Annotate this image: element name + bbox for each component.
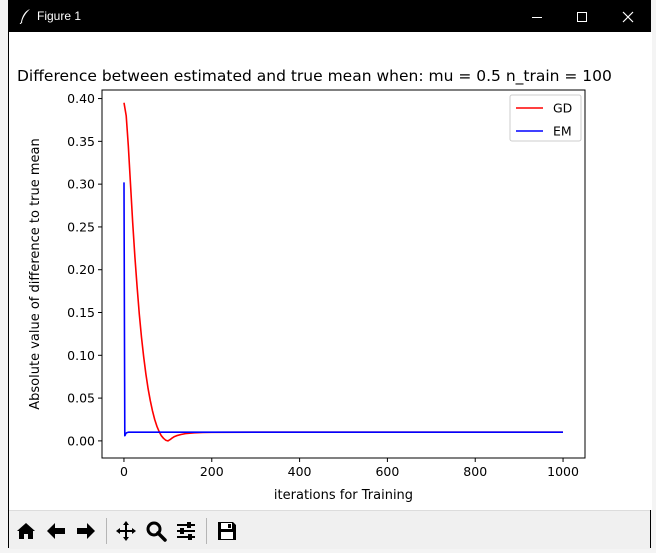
feather-icon — [19, 9, 30, 24]
x-axis-label: iterations for Training — [274, 488, 413, 503]
x-tick-label: 200 — [200, 464, 224, 479]
save-button[interactable] — [213, 517, 241, 545]
pan-button[interactable] — [112, 517, 140, 545]
pan-icon — [116, 521, 136, 541]
x-tick-label: 0 — [120, 464, 128, 479]
y-tick-label: 0.10 — [67, 348, 95, 363]
navigation-toolbar — [9, 510, 650, 549]
back-icon — [47, 523, 65, 539]
back-button[interactable] — [42, 517, 70, 545]
series-line-gd — [123, 102, 563, 442]
minimize-button[interactable] — [514, 1, 560, 32]
close-button[interactable] — [605, 1, 651, 32]
y-tick-label: 0.35 — [67, 134, 95, 149]
x-tick-label: 400 — [288, 464, 312, 479]
legend-box — [509, 94, 582, 142]
legend-label-em: EM — [553, 124, 572, 139]
x-tick-label: 600 — [375, 464, 399, 479]
x-tick-label: 800 — [463, 464, 487, 479]
home-button[interactable] — [12, 517, 40, 545]
forward-icon — [77, 523, 95, 539]
y-tick-label: 0.00 — [67, 433, 95, 448]
zoom-icon — [146, 521, 167, 542]
y-axis-label: Absolute value of difference to true mea… — [28, 138, 43, 410]
figure-canvas[interactable]: Difference between estimated and true me… — [9, 32, 652, 510]
close-icon — [622, 11, 634, 22]
zoom-button[interactable] — [142, 517, 170, 545]
title-bar[interactable]: Figure 1 — [9, 1, 650, 32]
plot-frame — [101, 89, 586, 459]
series-line-em — [123, 182, 563, 437]
y-tick-label: 0.40 — [67, 91, 95, 106]
y-tick-label: 0.15 — [67, 305, 95, 320]
y-tick-label: 0.05 — [67, 391, 95, 406]
window-title: Figure 1 — [37, 9, 82, 23]
chart-title: Difference between estimated and true me… — [17, 67, 612, 86]
figure-window: Figure 1 Difference between estimated an… — [8, 0, 652, 549]
minimize-icon — [532, 16, 542, 18]
toolbar-separator — [106, 518, 107, 544]
configure-subplots-button[interactable] — [172, 517, 200, 545]
maximize-button[interactable] — [559, 1, 605, 32]
y-tick-label: 0.30 — [67, 177, 95, 192]
y-tick-label: 0.20 — [67, 262, 95, 277]
forward-button[interactable] — [72, 517, 100, 545]
configure-subplots-icon — [177, 522, 195, 540]
line-chart: Difference between estimated and true me… — [17, 67, 612, 503]
x-tick-label: 1000 — [547, 464, 579, 479]
home-icon — [17, 523, 35, 539]
toolbar-separator — [206, 518, 207, 544]
legend-label-gd: GD — [553, 101, 572, 116]
save-icon — [218, 522, 236, 540]
maximize-icon — [577, 11, 587, 22]
y-tick-label: 0.25 — [67, 219, 95, 234]
